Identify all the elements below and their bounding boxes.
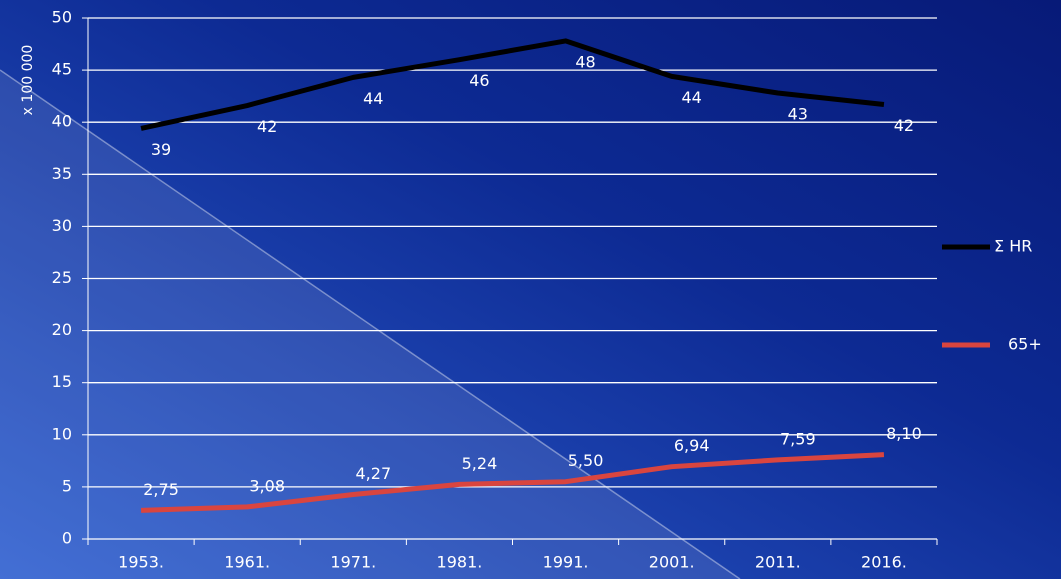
data-label: 42 xyxy=(894,116,914,135)
data-label: 39 xyxy=(151,140,171,159)
legend-label: 65+ xyxy=(1008,335,1042,354)
data-label: 42 xyxy=(257,117,277,136)
data-label: 5,24 xyxy=(462,454,498,473)
data-label: 8,10 xyxy=(886,424,922,443)
y-tick-label: 15 xyxy=(52,372,72,391)
y-tick-label: 50 xyxy=(52,8,72,27)
data-label: 5,50 xyxy=(568,451,604,470)
data-label: 2,75 xyxy=(143,480,179,499)
data-label: 43 xyxy=(788,105,808,124)
legend-label: Σ HR xyxy=(994,237,1032,256)
data-label: 7,59 xyxy=(780,429,816,448)
decor-line xyxy=(0,69,741,579)
x-tick-label: 2011. xyxy=(755,553,801,572)
x-tick-label: 1971. xyxy=(330,553,376,572)
y-tick-label: 0 xyxy=(62,529,72,548)
decor-triangle xyxy=(0,70,740,579)
data-label: 6,94 xyxy=(674,436,710,455)
y-tick-label: 20 xyxy=(52,320,72,339)
y-tick-label: 10 xyxy=(52,424,72,443)
x-tick-label: 2001. xyxy=(649,553,695,572)
line xyxy=(140,452,885,513)
y-tick-label: 25 xyxy=(52,268,72,287)
x-tick-label: 2016. xyxy=(861,553,907,572)
y-tick-label: 5 xyxy=(62,476,72,495)
x-tick-label: 1953. xyxy=(118,553,164,572)
x-tick-label: 1961. xyxy=(224,553,270,572)
data-label: 48 xyxy=(575,52,595,71)
data-label: 44 xyxy=(363,89,383,108)
y-tick-label: 40 xyxy=(52,112,72,131)
y-tick-label: 45 xyxy=(52,60,72,79)
data-label: 4,27 xyxy=(356,464,392,483)
y-tick-label: 35 xyxy=(52,164,72,183)
data-label: 44 xyxy=(682,88,702,107)
data-label: 3,08 xyxy=(249,476,285,495)
line xyxy=(140,38,885,131)
x-tick-label: 1981. xyxy=(437,553,483,572)
x-tick-label: 1991. xyxy=(543,553,589,572)
y-tick-label: 30 xyxy=(52,216,72,235)
y-axis-label: x 100 000 xyxy=(20,45,36,116)
data-label: 46 xyxy=(469,71,489,90)
